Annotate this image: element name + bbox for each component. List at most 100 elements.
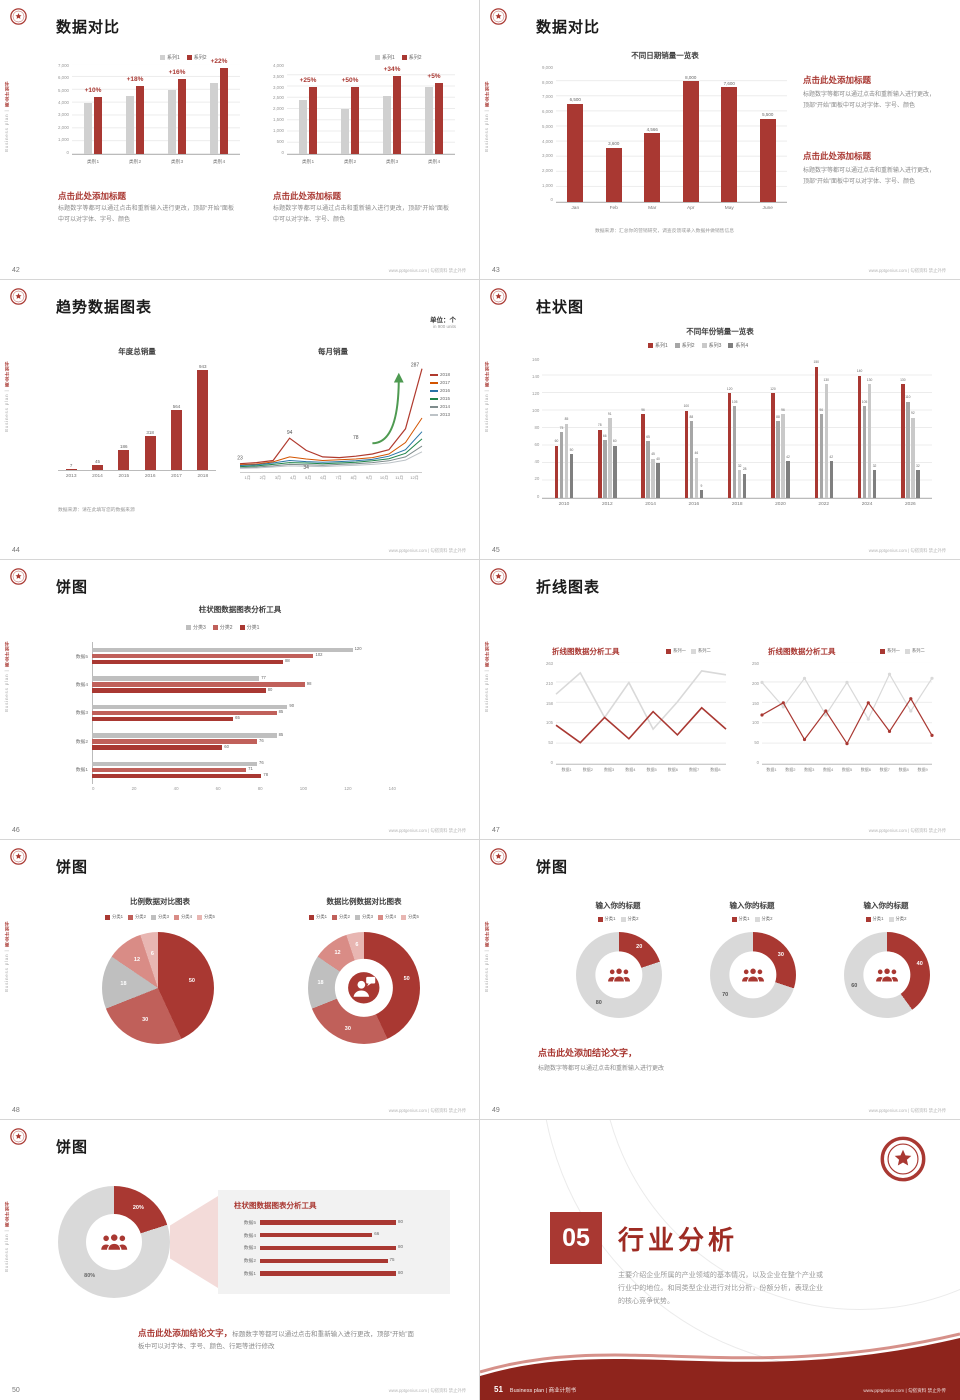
chart-title: 年度总销量 [118, 347, 156, 356]
chart-legend: 分类1 分类2 [836, 916, 936, 922]
legend-item: 分类1 [309, 914, 327, 920]
page-title: 折线图表 [536, 579, 601, 596]
bar: 130 [823, 378, 829, 498]
chart-title: 柱状图数据图表分析工具 [198, 605, 282, 614]
legend-item: 分类1 [731, 916, 750, 922]
chart-legend: 分类1 分类2 [702, 916, 802, 922]
svg-text:23: 23 [237, 456, 243, 462]
slice-label: 40 [916, 961, 923, 968]
bar: 66 [260, 1232, 379, 1238]
school-seal-logo [880, 1136, 926, 1182]
footer-text: www.pptgenius.com | 勾搭资料 禁止外传 [388, 268, 466, 273]
conclusion-body: 标题数字等都可以通过点击和重新输入进行更改，顶部“开始”面板中可以对字体、字号、… [138, 1331, 414, 1351]
sidebar-vertical-text: Business plan | 商业计划书 [4, 42, 10, 152]
chart-legend: 系列1 系列2 系列3 系列4 [648, 342, 748, 349]
donut-chart-1: 20 80 [576, 932, 662, 1018]
bar: 76 [92, 738, 264, 744]
legend-item: 分类2 [332, 914, 350, 920]
bar: 76 [92, 760, 264, 766]
chart-title: 每月销量 [318, 347, 348, 356]
bar [84, 102, 93, 154]
page-title: 饼图 [56, 859, 89, 876]
sidebar-vertical-text: Business plan | 商业计划书 [484, 920, 489, 992]
slice-label: 6 [150, 950, 154, 957]
bar: 110 [905, 395, 910, 498]
bar: 4,566 [644, 127, 661, 202]
donut-chart-3: 40 60 [844, 932, 930, 1018]
pie-disc [102, 932, 214, 1044]
note-title: 点击此处添加标题 [58, 191, 127, 201]
legend-item: 分类1 [239, 624, 259, 631]
bar: 564 [170, 404, 182, 470]
bar: 80 [260, 1219, 403, 1225]
slide-46: Business plan | 商业计划书 饼图 柱状图数据图表分析工具 分类3 分… [0, 559, 481, 841]
chart-title: 数据比例数据对比图表 [326, 897, 402, 906]
bar: 65 [92, 716, 240, 722]
bar: 8,000 [682, 75, 699, 202]
bar: 80 [92, 687, 272, 693]
bar: 7,600 [721, 81, 738, 202]
sidebar-text-en: Business plan | [4, 109, 9, 152]
bar: 120 [727, 387, 732, 498]
panel-title: 柱状图数据图表分析工具 [234, 1201, 317, 1210]
bar: 50 [570, 448, 573, 498]
slice-label: 60 [851, 982, 858, 989]
chart-title: 折线图数据分析工具 [768, 647, 836, 656]
bar: 45 [91, 459, 103, 470]
bar: 65 [646, 435, 650, 498]
growth-label: +50% [341, 76, 359, 84]
bar: 42 [829, 455, 833, 498]
pie-chart: 50 30 18 12 6 [102, 932, 214, 1044]
bar: 46 [695, 451, 698, 498]
page-title: 饼图 [536, 859, 569, 876]
footer-text: www.pptgenius.com | 勾搭资料 禁止外传 [388, 548, 466, 553]
funnel-shape [170, 1196, 218, 1288]
chart-legend: 系列一 系列二 [666, 648, 711, 654]
bar [350, 86, 359, 154]
school-seal-logo [10, 8, 27, 25]
legend-item: 分类5 [400, 914, 419, 920]
bar: 77 [92, 675, 266, 681]
column-chart-left: 7,000 6,000 5,000 4,000 3,000 2,000 1,000 0 +10%… [58, 58, 240, 166]
line-series [555, 670, 727, 744]
page-number: 42 [12, 267, 20, 274]
legend-item: 系列1 [375, 54, 395, 61]
bar: 120 [92, 647, 362, 653]
bar: 80 [260, 1245, 403, 1251]
legend-item: 系列4 [728, 342, 748, 349]
donut-center [334, 958, 394, 1018]
line-chart-right: 250 200 150 100 50 0 数据1 数据2 数据3 数据4 数据5 数据6 数据7 数据8 数… [752, 661, 934, 774]
donut-center [729, 951, 777, 999]
chart-legend: 分类1 分类2 [568, 916, 668, 922]
bar: 71 [92, 766, 253, 772]
chart-legend: 分类1 分类2 分类3 分类4 分类5 [72, 914, 248, 920]
legend-item: 分类5 [196, 914, 215, 920]
chart-legend: 2018 2017 2016 2015 2014 2013 [430, 372, 450, 417]
slide-45: Business plan | 商业计划书 柱状图 不同年份销量一览表 系列1 系列… [479, 279, 960, 561]
bar: 75 [560, 426, 563, 498]
footer-text: www.pptgenius.com | 勾搭资料 禁止外传 [868, 548, 946, 553]
bar: 102 [92, 653, 322, 659]
bar: 45 [651, 452, 655, 498]
slide-51: 05 行业分析 主要介绍企业所属的产业领域的基本情况，以及企业在整个产业或行业中… [479, 1119, 960, 1400]
donut-center [86, 1214, 142, 1270]
growth-label: +18% [126, 75, 144, 83]
legend-item: 系列2 [401, 54, 422, 61]
bar: 100 [684, 404, 689, 498]
legend-item: 分类2 [754, 916, 772, 922]
page-number: 50 [12, 1387, 20, 1394]
growth-label: +10% [84, 87, 102, 95]
donut-center [595, 951, 643, 999]
bar: 3,600 [605, 141, 622, 202]
legend-item: 2014 [430, 404, 450, 409]
bar [434, 83, 443, 154]
panel-bar-chart: 数据5 80 数据4 66 数据3 80 数据2 75 数据1 80 [243, 1218, 404, 1278]
grouped-column-chart: 160 140 120 100 80 60 40 20 0 60 75 85 50 78 66 91 60 96 6… [532, 357, 932, 510]
page-number: 48 [12, 1107, 20, 1114]
bar: 130 [900, 378, 906, 498]
legend-item: 系列3 [701, 342, 721, 349]
legend-item: 分类2 [888, 916, 906, 922]
sidebar-vertical-text: Business plan | 商业计划书 [484, 360, 489, 432]
slice-label: 50 [188, 977, 195, 984]
slice-label: 12 [334, 950, 341, 957]
